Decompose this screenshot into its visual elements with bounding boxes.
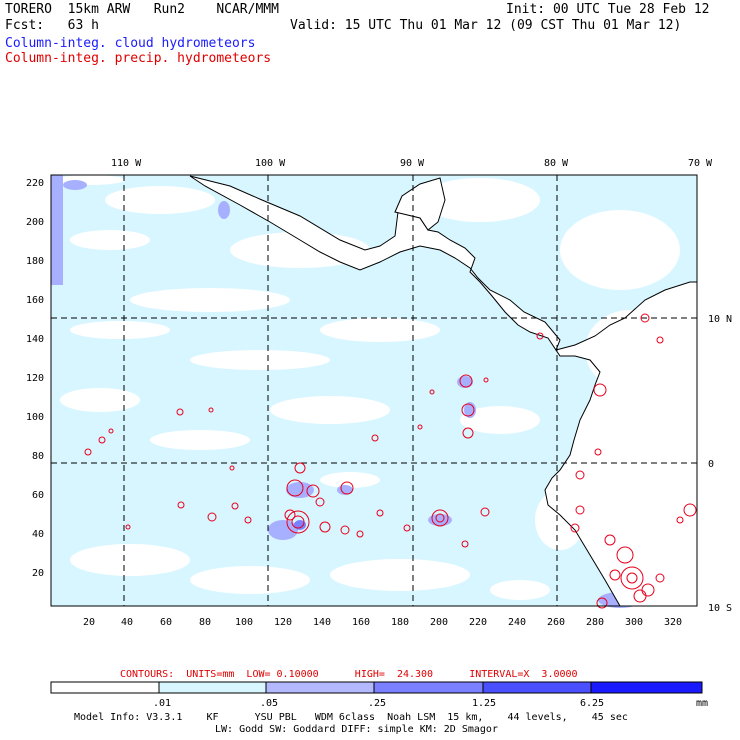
map-frame (50, 174, 698, 607)
colorbar-bin (50, 681, 160, 694)
colorbar-bin (158, 681, 267, 694)
lon-label-90w: 90 W (400, 158, 425, 169)
contour-info: CONTOURS: UNITS=mm LOW= 0.10000 HIGH= 24… (120, 669, 578, 680)
x-tick: 260 (547, 617, 565, 628)
y-tick: 120 (26, 373, 44, 384)
x-tick: 200 (430, 617, 448, 628)
colorbar-bin (482, 681, 592, 694)
lat-label-10s: 10 S (708, 603, 732, 614)
land-masses (189, 175, 698, 607)
longitude-labels: 110 W 100 W 90 W 80 W 70 W (111, 158, 713, 169)
colorbar-label: 6.25 (580, 698, 604, 709)
model-info-line2: LW: Godd SW: Goddard DIFF: simple KM: 2D… (215, 724, 498, 735)
colorbar-label: 1.25 (472, 698, 496, 709)
y-tick: 40 (32, 529, 44, 540)
y-axis-ticks: 220 200 180 160 140 120 100 80 60 40 20 (26, 178, 44, 579)
y-tick: 160 (26, 295, 44, 306)
colorbar-label: .25 (368, 698, 386, 709)
model-title: TORERO 15km ARW Run2 NCAR/MMM (5, 2, 279, 17)
lon-label-70w: 70 W (688, 158, 713, 169)
x-tick: 280 (586, 617, 604, 628)
x-tick: 240 (508, 617, 526, 628)
lon-label-110w: 110 W (111, 158, 142, 169)
y-tick: 140 (26, 334, 44, 345)
x-tick: 320 (664, 617, 682, 628)
y-tick: 100 (26, 412, 44, 423)
model-info-line1: Model Info: V3.3.1 KF YSU PBL WDM 6class… (74, 712, 628, 723)
precip-contours (84, 313, 697, 609)
y-tick: 60 (32, 490, 44, 501)
colorbar-bin (373, 681, 484, 694)
colorbar-bin (265, 681, 375, 694)
colorbar-label: .01 (153, 698, 171, 709)
x-tick: 40 (121, 617, 133, 628)
x-tick: 300 (625, 617, 643, 628)
lat-label-0: 0 (708, 459, 714, 470)
x-tick: 160 (352, 617, 370, 628)
colorbar-labels: .01 .05 .25 1.25 6.25 mm (153, 698, 708, 709)
x-tick: 140 (313, 617, 331, 628)
colorbar-bin (590, 681, 703, 694)
x-axis-ticks: 20 40 60 80 100 120 140 160 180 200 220 … (83, 617, 682, 628)
x-tick: 220 (469, 617, 487, 628)
y-tick: 80 (32, 451, 44, 462)
x-tick: 120 (274, 617, 292, 628)
x-tick: 60 (160, 617, 172, 628)
lon-label-100w: 100 W (255, 158, 286, 169)
colorbar-units: mm (696, 698, 708, 709)
valid-time: Valid: 15 UTC Thu 01 Mar 12 (09 CST Thu … (290, 18, 682, 33)
forecast-hour: Fcst: 63 h (5, 18, 99, 33)
y-tick: 220 (26, 178, 44, 189)
lat-label-10n: 10 N (708, 314, 732, 325)
x-tick: 20 (83, 617, 95, 628)
field-cloud-label: Column-integ. cloud hydrometeors (5, 36, 256, 51)
lon-label-80w: 80 W (544, 158, 569, 169)
x-tick: 80 (199, 617, 211, 628)
colorbar-label: .05 (260, 698, 278, 709)
y-tick: 200 (26, 217, 44, 228)
init-time: Init: 00 UTC Tue 28 Feb 12 (506, 2, 710, 17)
y-tick: 180 (26, 256, 44, 267)
x-tick: 100 (235, 617, 253, 628)
colorbar (50, 681, 703, 694)
y-tick: 20 (32, 568, 44, 579)
latitude-labels: 10 N 0 10 S (708, 314, 732, 614)
graticule (51, 175, 697, 606)
x-tick: 180 (391, 617, 409, 628)
field-precip-label: Column-integ. precip. hydrometeors (5, 51, 272, 66)
